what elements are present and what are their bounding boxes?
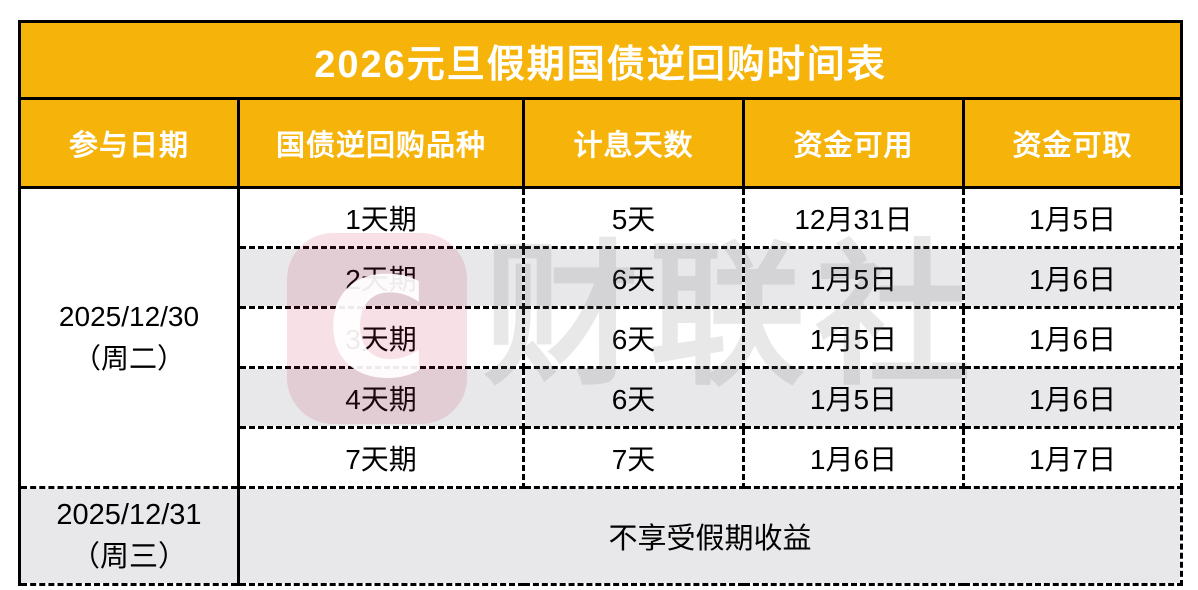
footer-row: 2025/12/31 （周三） 不享受假期收益 <box>18 486 1184 586</box>
cell-funds-available: 12月31日 <box>742 186 965 249</box>
cell-group-date: 2025/12/30 （周二） <box>18 186 240 489</box>
header-interest-days: 计息天数 <box>522 97 745 189</box>
group-weekday: （周二） <box>72 342 185 374</box>
footer-date: 2025/12/31 <box>56 499 202 531</box>
cell-variety: 7天期 <box>237 426 525 489</box>
header-participation-date: 参与日期 <box>18 97 240 189</box>
cell-funds-withdrawable: 1月5日 <box>961 186 1184 249</box>
page-title: 2026元旦假期国债逆回购时间表 <box>17 20 1184 100</box>
cell-funds-withdrawable: 1月6日 <box>961 366 1184 429</box>
title-row: 2026元旦假期国债逆回购时间表 <box>17 20 1184 100</box>
cell-funds-available: 1月6日 <box>742 426 965 489</box>
cell-funds-withdrawable: 1月6日 <box>961 246 1184 309</box>
cell-footer-note: 不享受假期收益 <box>238 486 1184 586</box>
header-repo-variety: 国债逆回购品种 <box>237 97 525 189</box>
header-funds-available: 资金可用 <box>742 97 965 189</box>
header-row: 参与日期 国债逆回购品种 计息天数 资金可用 资金可取 <box>18 97 1184 189</box>
cell-funds-withdrawable: 1月6日 <box>961 306 1184 369</box>
cell-variety: 2天期 <box>237 246 525 309</box>
cell-footer-date: 2025/12/31 （周三） <box>18 486 240 586</box>
cell-interest-days: 6天 <box>522 246 745 309</box>
group-date: 2025/12/30 <box>58 300 200 332</box>
cell-funds-available: 1月5日 <box>742 306 965 369</box>
schedule-row: 4天期 6天 1月5日 1月6日 <box>20 366 1184 429</box>
cell-variety: 1天期 <box>237 186 525 249</box>
schedule-row: 7天期 7天 1月6日 1月7日 <box>20 426 1184 489</box>
cell-interest-days: 7天 <box>522 426 745 489</box>
cell-variety: 4天期 <box>237 366 525 429</box>
footer-weekday: （周三） <box>70 541 187 573</box>
schedule-row: 3天期 6天 1月5日 1月6日 <box>20 306 1184 369</box>
schedule-row: 2025/12/30 （周二） 1天期 5天 12月31日 1月5日 <box>18 186 1184 489</box>
cell-interest-days: 6天 <box>522 306 745 369</box>
repo-schedule-table: 2026元旦假期国债逆回购时间表 参与日期 国债逆回购品种 计息天数 资金可用 … <box>17 20 1184 586</box>
cell-interest-days: 5天 <box>522 186 745 249</box>
schedule-row: 2天期 6天 1月5日 1月6日 <box>20 246 1184 309</box>
cell-interest-days: 6天 <box>522 366 745 429</box>
cell-funds-available: 1月5日 <box>742 246 965 309</box>
cell-funds-withdrawable: 1月7日 <box>961 426 1184 489</box>
cell-funds-available: 1月5日 <box>742 366 965 429</box>
header-funds-withdrawable: 资金可取 <box>961 97 1184 189</box>
cell-variety: 3天期 <box>237 306 525 369</box>
